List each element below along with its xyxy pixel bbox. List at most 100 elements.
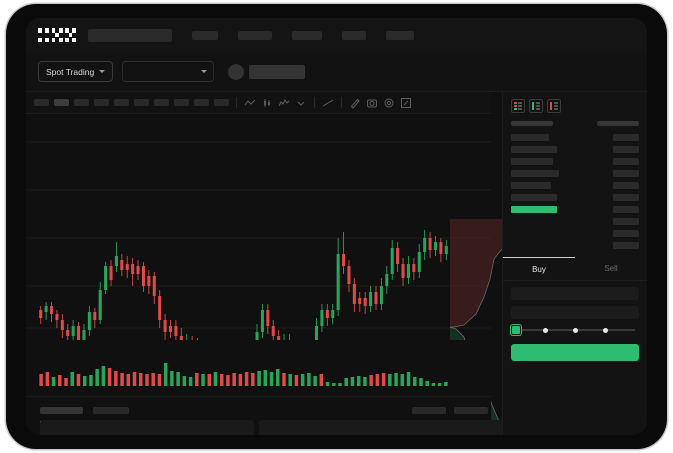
candle-body <box>390 248 394 274</box>
candle-body <box>412 264 416 272</box>
timeframe-button-1[interactable] <box>54 99 69 106</box>
timeframe-button-0[interactable] <box>34 99 49 106</box>
volume-bar <box>400 374 405 386</box>
orderbook-ask-row[interactable] <box>503 191 647 203</box>
nav-item-3[interactable] <box>342 30 366 40</box>
candle-body <box>331 310 335 318</box>
camera-icon[interactable] <box>366 97 378 109</box>
volume-series <box>39 363 448 386</box>
orderbook-ask-row[interactable] <box>503 167 647 179</box>
orderbook-ask-row[interactable] <box>503 179 647 191</box>
candle-body <box>163 320 167 332</box>
orderbook-ask-row[interactable] <box>503 143 647 155</box>
candle-body <box>44 306 48 312</box>
orderbook-bid-row[interactable] <box>503 239 647 251</box>
nav-item-1[interactable] <box>238 30 272 40</box>
submit-order-button[interactable] <box>511 344 639 361</box>
orderbook-ask-row[interactable] <box>503 155 647 167</box>
volume-bar <box>145 374 149 386</box>
order-price-input[interactable] <box>511 287 639 300</box>
volume-bar <box>201 374 205 386</box>
candle-body <box>342 254 346 266</box>
toolbar-separator <box>236 97 237 108</box>
orderbook-amount <box>613 241 639 249</box>
volume-bar <box>70 372 74 386</box>
fullscreen-icon[interactable] <box>400 97 412 109</box>
timeframe-button-7[interactable] <box>174 99 189 106</box>
tab-buy[interactable]: Buy <box>503 257 575 280</box>
candle-body <box>401 264 405 278</box>
price-chart[interactable] <box>26 114 502 435</box>
depth-ask-line <box>450 248 502 328</box>
orderbook-asks-icon[interactable] <box>547 99 561 113</box>
slider-handle[interactable] <box>511 325 521 335</box>
candlestick-icon[interactable] <box>261 97 273 109</box>
tab-sell[interactable]: Sell <box>604 264 618 273</box>
slider-stop-75[interactable] <box>603 327 608 333</box>
market-type-label: Spot Trading <box>46 66 95 77</box>
device-frame: Spot Trading <box>6 4 667 449</box>
orderbook-price <box>511 157 553 165</box>
bottom-action-0[interactable] <box>412 407 446 414</box>
orderbook-both-icon[interactable] <box>511 99 525 113</box>
market-toolbar: Spot Trading <box>26 52 647 92</box>
chevron-down-icon[interactable] <box>295 97 307 109</box>
orderbook-bid-row[interactable] <box>503 227 647 239</box>
search-input[interactable] <box>88 28 172 42</box>
slider-stop-50[interactable] <box>573 327 578 333</box>
volume-bar <box>132 372 137 386</box>
settings-icon[interactable] <box>383 97 395 109</box>
trend-line-icon[interactable] <box>322 97 334 109</box>
timeframe-button-9[interactable] <box>214 99 229 106</box>
bottom-tab-1[interactable] <box>93 407 129 414</box>
candle-body <box>93 312 97 320</box>
volume-bar <box>114 371 118 386</box>
indicator-icon[interactable] <box>278 97 290 109</box>
volume-bar <box>232 373 236 386</box>
volume-bar <box>344 378 348 386</box>
amount-slider[interactable] <box>511 324 639 336</box>
orderbook-price <box>511 181 551 189</box>
volume-bar <box>263 370 268 386</box>
orderbook-bids-icon[interactable] <box>529 99 543 113</box>
line-chart-icon[interactable] <box>244 97 256 109</box>
orderbook-header <box>503 119 647 131</box>
timeframe-button-2[interactable] <box>74 99 89 106</box>
volume-bar <box>226 375 230 386</box>
nav-item-4[interactable] <box>386 30 414 40</box>
timeframe-button-4[interactable] <box>114 99 129 106</box>
bottom-tab-0[interactable] <box>40 407 83 414</box>
slider-stop-25[interactable] <box>543 327 548 333</box>
volume-bar <box>350 377 355 386</box>
nav-item-2[interactable] <box>292 30 322 40</box>
volume-bar <box>45 372 50 386</box>
orderbook-spread-row[interactable] <box>503 203 647 215</box>
pencil-icon[interactable] <box>349 97 361 109</box>
candle-body <box>277 336 281 340</box>
okx-logo-icon[interactable] <box>38 28 76 42</box>
orderbook-bid-row[interactable] <box>503 215 647 227</box>
orderbook-ask-row[interactable] <box>503 131 647 143</box>
candle-body <box>428 238 432 250</box>
order-amount-input[interactable] <box>511 306 639 319</box>
volume-bar <box>288 374 292 386</box>
orderbook-mode-switch <box>503 92 647 119</box>
orderbook-amount <box>613 181 639 189</box>
candle-body <box>174 326 178 336</box>
timeframe-button-6[interactable] <box>154 99 169 106</box>
chevron-down-icon <box>201 70 208 73</box>
timeframe-button-3[interactable] <box>94 99 109 106</box>
nav-item-0[interactable] <box>192 30 218 40</box>
volume-bar <box>64 378 68 386</box>
timeframe-button-5[interactable] <box>134 99 149 106</box>
volume-bar <box>101 366 106 386</box>
timeframe-button-8[interactable] <box>194 99 209 106</box>
candle-body <box>147 276 151 286</box>
bottom-panel-0[interactable] <box>40 420 254 435</box>
candle-body <box>109 266 113 280</box>
market-type-dropdown[interactable]: Spot Trading <box>38 61 114 82</box>
volume-bar <box>419 378 423 386</box>
bottom-action-1[interactable] <box>454 407 488 414</box>
trading-pair-dropdown[interactable] <box>122 61 215 82</box>
volume-bar <box>238 374 243 386</box>
